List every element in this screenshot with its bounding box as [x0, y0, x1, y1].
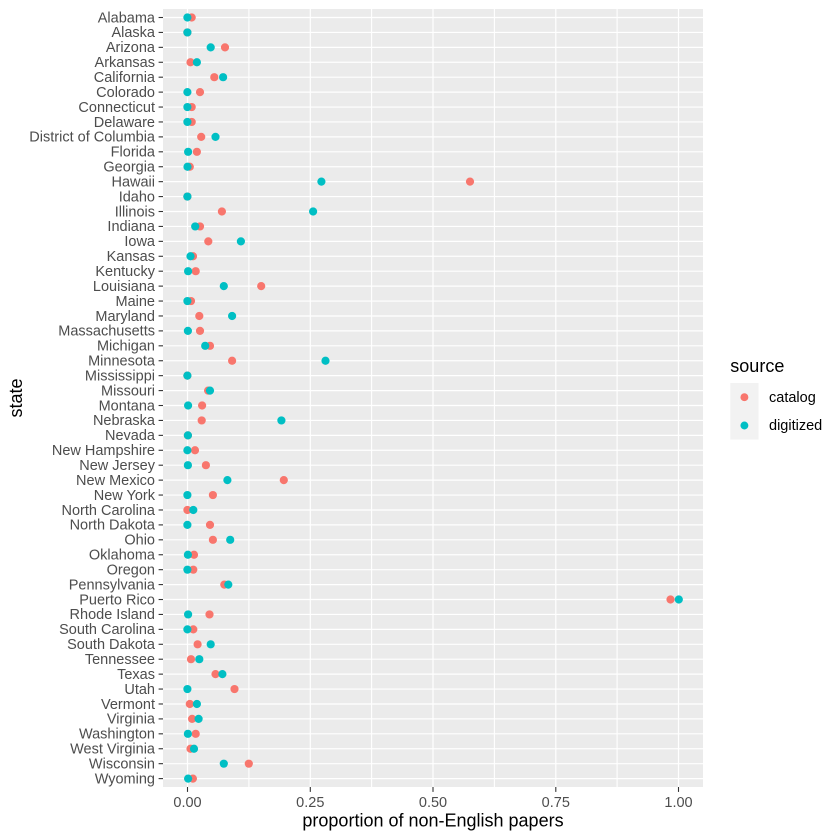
- svg-text:Wyoming: Wyoming: [95, 771, 155, 787]
- svg-text:Montana: Montana: [99, 398, 156, 414]
- svg-text:Washington: Washington: [79, 727, 155, 743]
- svg-text:Illinois: Illinois: [115, 204, 155, 220]
- svg-text:Massachusetts: Massachusetts: [58, 324, 155, 340]
- svg-text:North Carolina: North Carolina: [62, 503, 156, 519]
- svg-text:state: state: [6, 378, 26, 417]
- svg-text:Pennsylvania: Pennsylvania: [69, 577, 156, 593]
- svg-text:0.75: 0.75: [542, 795, 570, 811]
- svg-text:Oklahoma: Oklahoma: [89, 548, 156, 564]
- svg-text:Maine: Maine: [116, 294, 156, 310]
- svg-text:Maryland: Maryland: [95, 309, 155, 325]
- svg-text:Utah: Utah: [124, 682, 155, 698]
- svg-text:Alaska: Alaska: [111, 25, 155, 41]
- svg-text:Alabama: Alabama: [98, 10, 156, 26]
- svg-text:Arizona: Arizona: [106, 40, 156, 56]
- svg-text:Texas: Texas: [117, 667, 155, 683]
- svg-text:Georgia: Georgia: [103, 160, 156, 176]
- svg-text:West Virginia: West Virginia: [70, 742, 156, 758]
- svg-text:Nevada: Nevada: [105, 428, 156, 444]
- svg-text:North Dakota: North Dakota: [70, 518, 156, 534]
- svg-text:Hawaii: Hawaii: [111, 174, 155, 190]
- svg-text:source: source: [730, 356, 784, 376]
- svg-text:digitized: digitized: [769, 418, 822, 434]
- svg-text:Louisiana: Louisiana: [93, 279, 156, 295]
- svg-text:New Hampshire: New Hampshire: [52, 443, 155, 459]
- svg-text:Florida: Florida: [111, 145, 156, 161]
- svg-text:Nebraska: Nebraska: [93, 413, 156, 429]
- svg-text:proportion of non-English pape: proportion of non-English papers: [302, 811, 563, 831]
- svg-text:0.00: 0.00: [173, 795, 201, 811]
- svg-text:Michigan: Michigan: [97, 339, 155, 355]
- svg-text:catalog: catalog: [769, 390, 816, 406]
- svg-text:Colorado: Colorado: [96, 85, 155, 101]
- svg-text:South Dakota: South Dakota: [67, 637, 156, 653]
- svg-text:Minnesota: Minnesota: [88, 354, 156, 370]
- svg-text:1.00: 1.00: [664, 795, 692, 811]
- svg-text:Puerto Rico: Puerto Rico: [79, 592, 155, 608]
- svg-text:Virginia: Virginia: [107, 712, 156, 728]
- svg-text:Iowa: Iowa: [124, 234, 156, 250]
- svg-text:Indiana: Indiana: [107, 219, 156, 235]
- svg-text:Wisconsin: Wisconsin: [89, 756, 155, 772]
- svg-text:Kentucky: Kentucky: [95, 264, 155, 280]
- svg-text:Oregon: Oregon: [107, 562, 155, 578]
- svg-text:New York: New York: [94, 488, 156, 504]
- svg-text:Missouri: Missouri: [101, 383, 155, 399]
- svg-text:New Jersey: New Jersey: [79, 458, 155, 474]
- svg-text:Connecticut: Connecticut: [78, 100, 155, 116]
- svg-text:Idaho: Idaho: [119, 189, 155, 205]
- svg-text:0.50: 0.50: [419, 795, 447, 811]
- svg-text:Rhode Island: Rhode Island: [70, 607, 155, 623]
- svg-text:Mississippi: Mississippi: [85, 368, 155, 384]
- svg-text:South Carolina: South Carolina: [59, 622, 156, 638]
- svg-text:Tennessee: Tennessee: [85, 652, 155, 668]
- svg-text:Vermont: Vermont: [101, 697, 155, 713]
- svg-text:0.25: 0.25: [296, 795, 324, 811]
- svg-text:Arkansas: Arkansas: [95, 55, 155, 71]
- svg-text:New Mexico: New Mexico: [76, 473, 155, 489]
- svg-text:Kansas: Kansas: [107, 249, 155, 265]
- svg-text:California: California: [94, 70, 156, 86]
- svg-text:Ohio: Ohio: [124, 533, 155, 549]
- svg-text:Delaware: Delaware: [94, 115, 155, 131]
- svg-text:District of Columbia: District of Columbia: [29, 130, 156, 146]
